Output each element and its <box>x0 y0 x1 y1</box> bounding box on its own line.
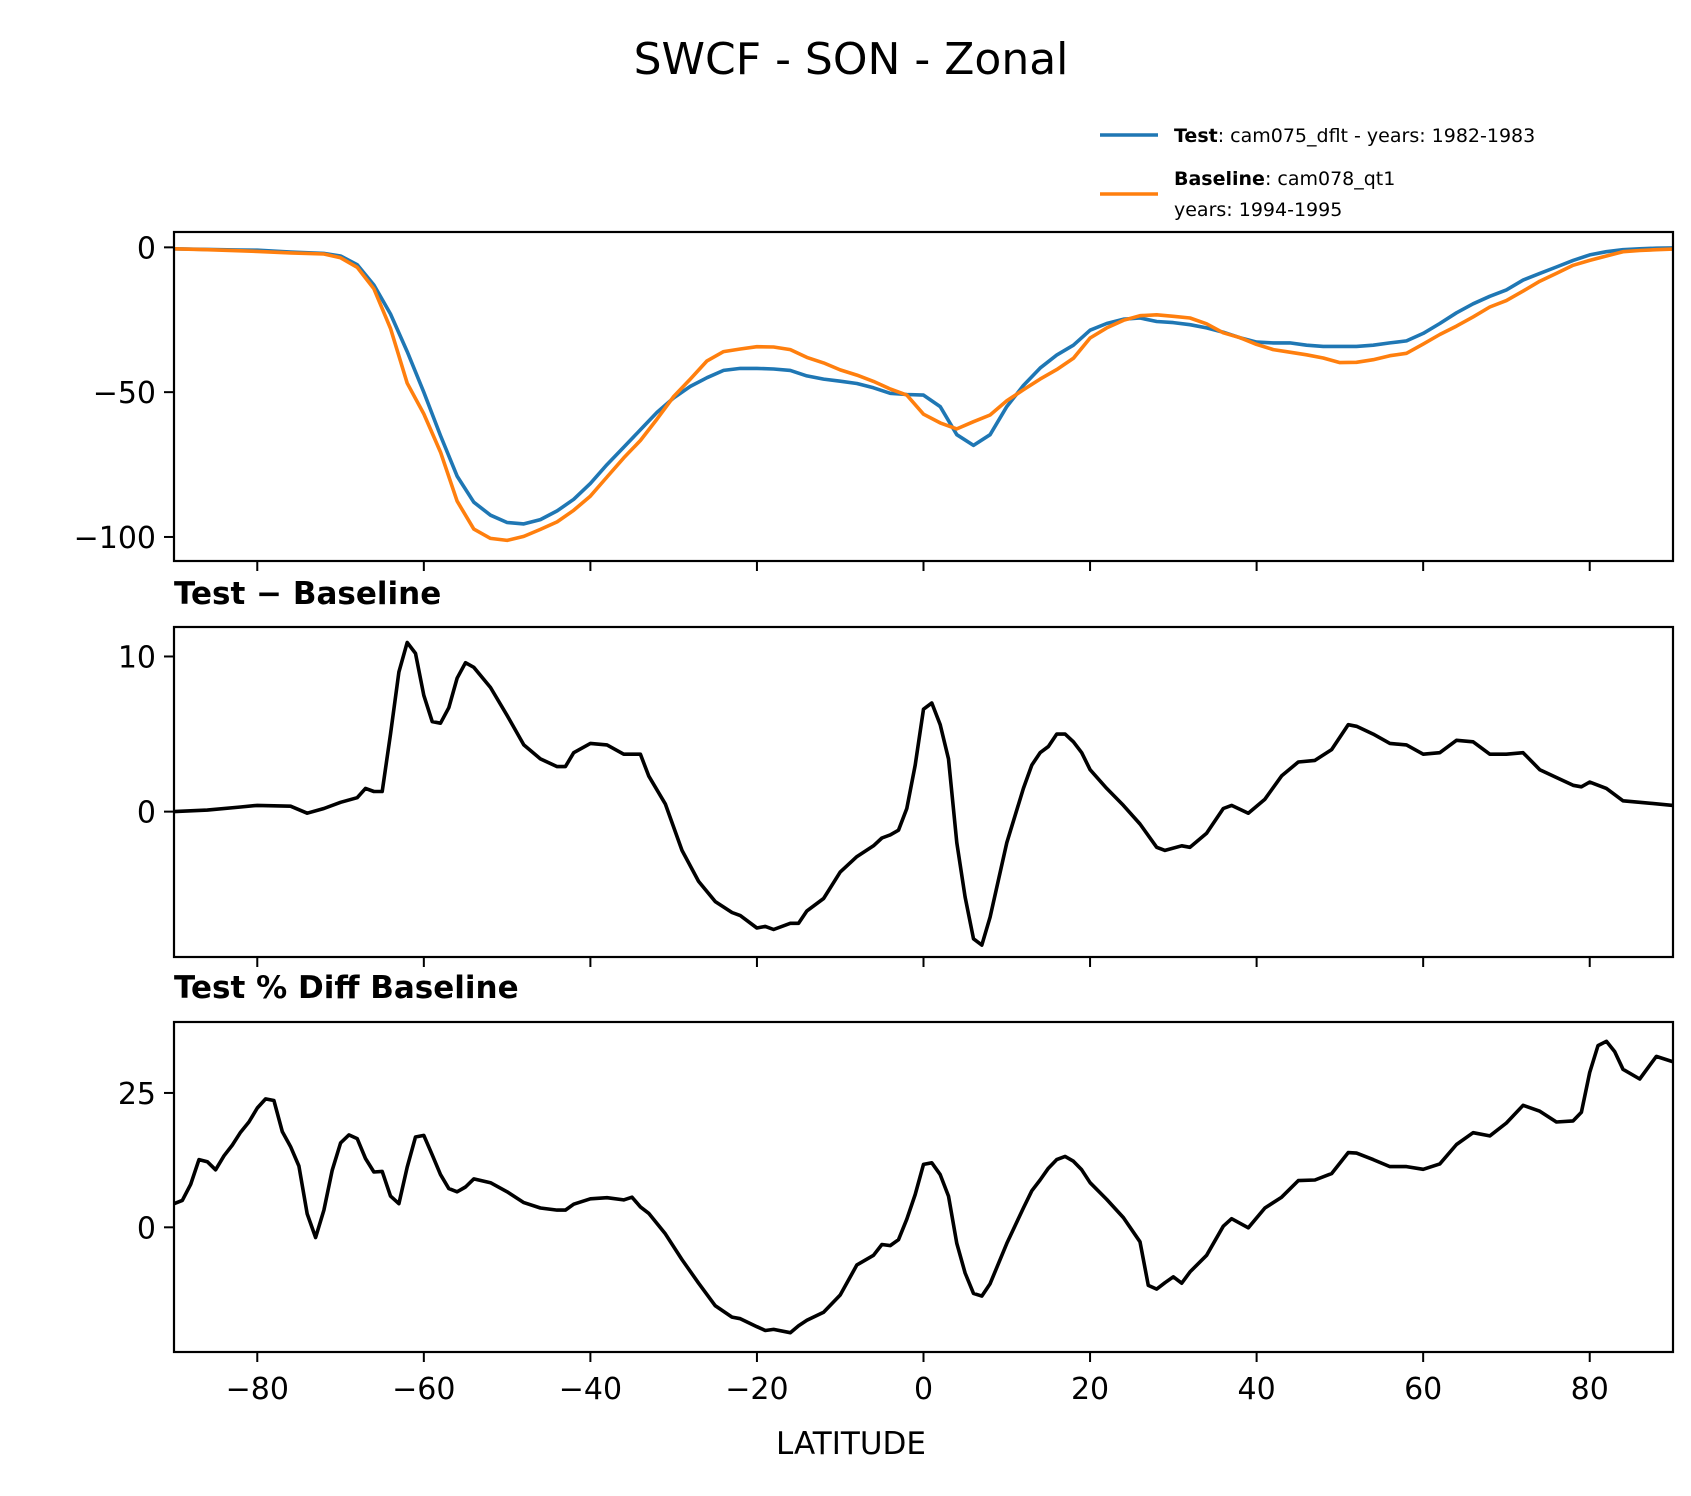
y-tick-label: −50 <box>93 376 156 411</box>
svg-text:Test: cam075_dflt - years: 198: Test: cam075_dflt - years: 1982-1983 <box>1174 125 1535 147</box>
panel-difference: 10 0 Test − Baseline <box>118 576 1675 967</box>
chart-title: SWCF - SON - Zonal <box>634 34 1069 85</box>
legend-label-baseline: : cam078_qt1 <box>1265 168 1395 190</box>
series-line-zonal-test <box>174 246 1673 526</box>
panel-title-difference: Test − Baseline <box>174 576 441 612</box>
series-line-percent-difference-test-diff-baseline <box>174 1039 1673 1335</box>
x-axis-label: LATITUDE <box>776 1426 926 1462</box>
x-tick-label: 40 <box>1238 1372 1276 1407</box>
y-tick-label: 0 <box>137 231 156 266</box>
y-tick-label: 25 <box>118 1077 156 1112</box>
legend-label-test-bold: Test <box>1174 125 1218 147</box>
x-tick-label: −40 <box>559 1372 622 1407</box>
x-tick-label: −60 <box>392 1372 455 1407</box>
svg-text:Baseline: cam078_qt1: Baseline: cam078_qt1 <box>1174 168 1395 190</box>
x-tick-label: −80 <box>226 1372 289 1407</box>
panel-percent-difference: 25 0 −80 −60 −40 −20 0 20 40 60 80 Test % Diff Base… <box>118 970 1675 1407</box>
x-tick-label: 80 <box>1571 1372 1609 1407</box>
panel-zonal: 0 −50 −100 <box>74 230 1675 571</box>
panel-title-percent-difference: Test % Diff Baseline <box>174 970 519 1006</box>
x-tick-label: 20 <box>1071 1372 1109 1407</box>
panels: 0 −50 −100 10 0 Test − Baseline 25 0 −80 −60 −40 −2… <box>74 230 1675 1407</box>
legend: Test: cam075_dflt - years: 1982-1983 Bas… <box>1100 125 1535 221</box>
x-tick-label: −20 <box>725 1372 788 1407</box>
y-tick-label: 0 <box>137 796 156 831</box>
series-line-zonal-baseline <box>174 247 1673 543</box>
legend-label-test: : cam075_dflt - years: 1982-1983 <box>1218 125 1536 147</box>
y-tick-label: 0 <box>137 1211 156 1246</box>
x-tick-label: 60 <box>1404 1372 1442 1407</box>
y-tick-label: −100 <box>74 521 156 556</box>
y-tick-label: 10 <box>118 640 156 675</box>
legend-label-baseline-bold: Baseline <box>1174 168 1265 190</box>
legend-label-baseline-years: years: 1994-1995 <box>1174 199 1342 221</box>
x-tick-label: 0 <box>914 1372 933 1407</box>
series-line-difference-test-baseline <box>174 640 1673 947</box>
